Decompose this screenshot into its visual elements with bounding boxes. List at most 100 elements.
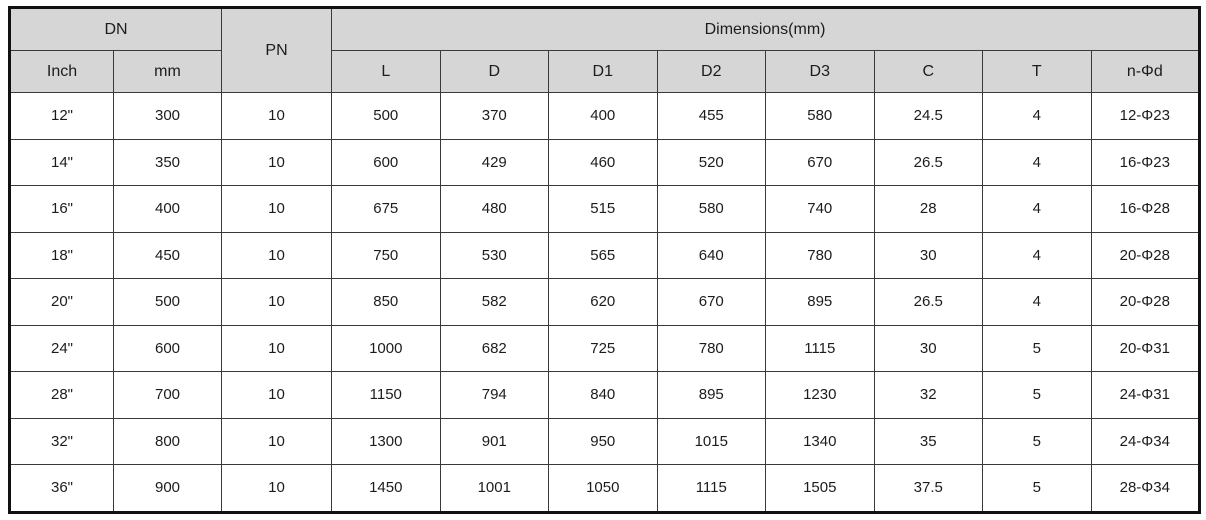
table-cell: 32 (873, 371, 984, 419)
table-cell: 780 (765, 231, 875, 279)
table-cell: 725 (548, 324, 658, 372)
column-header-d3: D3 (765, 50, 875, 93)
table-cell: 740 (765, 185, 875, 233)
table-cell: 565 (548, 231, 658, 279)
table-cell: 35 (873, 417, 984, 465)
table-cell: 30 (873, 231, 984, 279)
table-cell: 5 (982, 464, 1092, 513)
table-cell: 1050 (548, 464, 658, 513)
table-cell: 20-Φ28 (1090, 231, 1201, 279)
dimensions-group-header: Dimensions(mm) (331, 7, 1201, 51)
table-row: 20" 500 10 850 582 620 670 895 26.5 4 20-Φ28 (9, 278, 1201, 326)
table-cell: 10 (221, 231, 333, 279)
header-row-top: DN PN Dimensions(mm) (8, 7, 1201, 93)
table-cell: 5 (982, 371, 1092, 419)
table-cell: 900 (112, 464, 223, 513)
table-row: 36" 900 10 1450 1001 1050 1115 1505 37.5 5 28-Φ34 (9, 464, 1201, 513)
table-cell: 1340 (765, 417, 875, 465)
table-body: 12" 300 10 500 370 400 455 580 24.5 4 12-Φ23 14" 350… (9, 92, 1201, 513)
table-cell: 28" (9, 371, 114, 419)
table-cell: 580 (656, 185, 767, 233)
table-cell: 370 (439, 92, 550, 140)
table-cell: 682 (439, 324, 550, 372)
table-cell: 10 (221, 324, 333, 372)
table-cell: 1505 (765, 464, 875, 513)
table-cell: 582 (439, 278, 550, 326)
column-header-d2: D2 (656, 50, 767, 93)
table-cell: 950 (548, 417, 658, 465)
table-cell: 600 (112, 324, 223, 372)
table-cell: 429 (439, 138, 550, 186)
table-cell: 1300 (331, 417, 441, 465)
table-cell: 12-Φ23 (1090, 92, 1201, 140)
table-cell: 4 (982, 138, 1092, 186)
table-cell: 350 (112, 138, 223, 186)
table-cell: 1450 (331, 464, 441, 513)
table-row: 14" 350 10 600 429 460 520 670 26.5 4 16-Φ23 (9, 138, 1201, 186)
table-cell: 675 (331, 185, 441, 233)
table-cell: 700 (112, 371, 223, 419)
table-cell: 580 (765, 92, 875, 140)
table-cell: 1115 (656, 464, 767, 513)
table-cell: 1115 (765, 324, 875, 372)
table-cell: 4 (982, 231, 1092, 279)
table-cell: 400 (112, 185, 223, 233)
table-cell: 780 (656, 324, 767, 372)
table-cell: 750 (331, 231, 441, 279)
table-cell: 500 (112, 278, 223, 326)
table-cell: 600 (331, 138, 441, 186)
table-cell: 5 (982, 324, 1092, 372)
table-cell: 10 (221, 417, 333, 465)
table-cell: 16-Φ28 (1090, 185, 1201, 233)
table-row: 32" 800 10 1300 901 950 1015 1340 35 5 24-Φ34 (9, 417, 1201, 465)
column-header-d: D (439, 50, 550, 93)
table-cell: 20-Φ28 (1090, 278, 1201, 326)
table-cell: 1001 (439, 464, 550, 513)
pn-column-header: PN (221, 7, 333, 93)
table-cell: 530 (439, 231, 550, 279)
table-row: 28" 700 10 1150 794 840 895 1230 32 5 24-Φ31 (9, 371, 1201, 419)
table-cell: 1230 (765, 371, 875, 419)
table-cell: 620 (548, 278, 658, 326)
table-cell: 520 (656, 138, 767, 186)
table-cell: 850 (331, 278, 441, 326)
table-cell: 515 (548, 185, 658, 233)
table-cell: 670 (765, 138, 875, 186)
table-cell: 840 (548, 371, 658, 419)
table-cell: 455 (656, 92, 767, 140)
table-cell: 10 (221, 138, 333, 186)
table-cell: 24-Φ34 (1090, 417, 1201, 465)
table-row: 24" 600 10 1000 682 725 780 1115 30 5 20-Φ31 (9, 324, 1201, 372)
table-cell: 28 (873, 185, 984, 233)
table-cell: 24.5 (873, 92, 984, 140)
table-cell: 1000 (331, 324, 441, 372)
table-cell: 37.5 (873, 464, 984, 513)
table-cell: 901 (439, 417, 550, 465)
column-header-d1: D1 (548, 50, 658, 93)
table-cell: 28-Φ34 (1090, 464, 1201, 513)
table-cell: 500 (331, 92, 441, 140)
table-cell: 895 (765, 278, 875, 326)
table-cell: 16-Φ23 (1090, 138, 1201, 186)
table-cell: 10 (221, 92, 333, 140)
table-cell: 5 (982, 417, 1092, 465)
table-cell: 400 (548, 92, 658, 140)
table-cell: 1015 (656, 417, 767, 465)
table-cell: 450 (112, 231, 223, 279)
table-cell: 10 (221, 185, 333, 233)
column-header-inch: Inch (9, 50, 114, 93)
table-cell: 24-Φ31 (1090, 371, 1201, 419)
table-cell: 480 (439, 185, 550, 233)
column-header-n-phid: n-Φd (1090, 50, 1201, 93)
column-header-c: C (873, 50, 984, 93)
table-row: 16" 400 10 675 480 515 580 740 28 4 16-Φ28 (9, 185, 1201, 233)
table-row: 18" 450 10 750 530 565 640 780 30 4 20-Φ28 (9, 231, 1201, 279)
table-cell: 12" (9, 92, 114, 140)
table-cell: 1150 (331, 371, 441, 419)
table-cell: 794 (439, 371, 550, 419)
table-cell: 300 (112, 92, 223, 140)
table-cell: 18" (9, 231, 114, 279)
